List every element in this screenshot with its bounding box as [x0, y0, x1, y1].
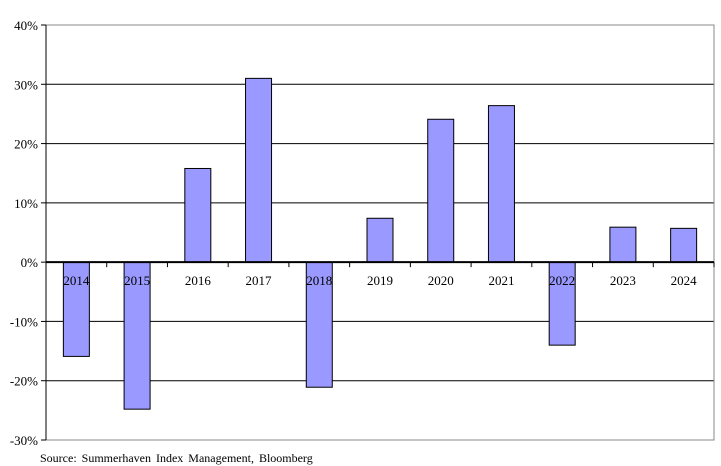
x-tick-label: 2018 [306, 273, 332, 288]
x-tick-label: 2023 [610, 273, 636, 288]
x-tick-label: 2024 [671, 273, 698, 288]
bar-2018 [305, 261, 333, 388]
y-tick-label: 30% [14, 77, 38, 92]
bar-2021 [487, 105, 515, 263]
bars [62, 77, 698, 410]
y-tick-labels: -30% -20% -10% 0% 10% 20% 30% 40% [10, 18, 38, 448]
y-tick-label: 20% [14, 137, 38, 152]
bar-2022 [548, 261, 576, 346]
bar-2023 [609, 226, 637, 263]
axes [41, 24, 715, 441]
y-tick-label: 10% [14, 196, 38, 211]
bar-2014 [62, 261, 90, 357]
bar-2016 [184, 167, 212, 263]
x-tick-label: 2015 [124, 273, 150, 288]
y-tick-label: -10% [10, 314, 38, 329]
x-tick-label: 2021 [488, 273, 514, 288]
x-tick-label: 2019 [367, 273, 393, 288]
plot-border [46, 24, 715, 441]
x-tick-label: 2016 [185, 273, 212, 288]
bar-2017 [245, 77, 273, 263]
x-tick-label: 2022 [549, 273, 575, 288]
x-tick-label: 2017 [246, 273, 273, 288]
bar-2020 [427, 118, 455, 263]
y-tick-label: 40% [14, 18, 38, 33]
x-tick-labels: 2014 2015 2016 2017 2018 2019 2020 2021 2022 2023… [63, 273, 697, 288]
x-tick-label: 2014 [63, 273, 90, 288]
y-tick-label: -20% [10, 374, 38, 389]
y-tick-label: 0% [21, 255, 39, 270]
y-tick-label: -30% [10, 433, 38, 448]
bar-2024 [670, 227, 698, 263]
bar-2019 [366, 217, 394, 263]
source-note: Source: Summerhaven Index Management, Bl… [40, 451, 313, 465]
x-tick-label: 2020 [428, 273, 454, 288]
bar-2015 [123, 261, 151, 410]
